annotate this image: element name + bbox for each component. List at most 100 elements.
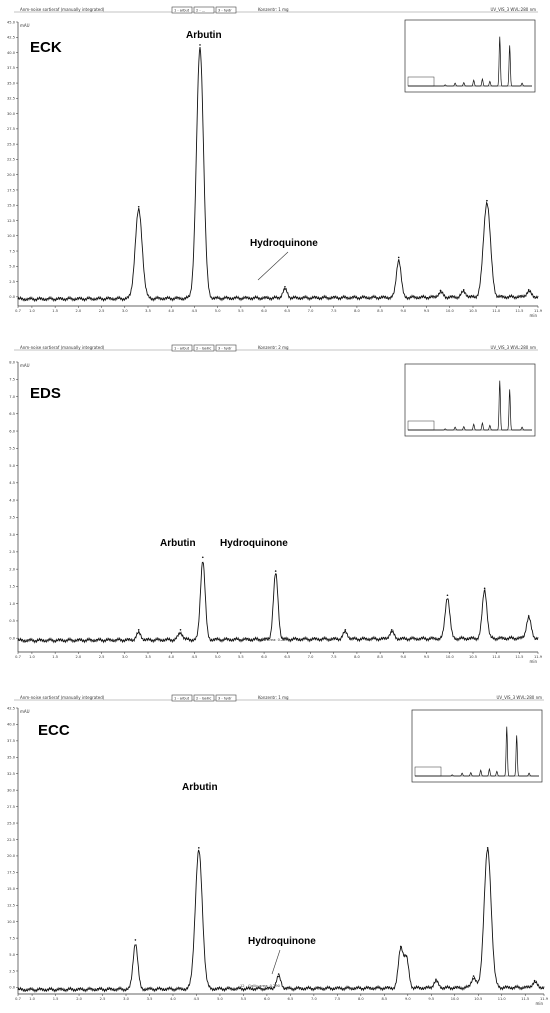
x-tick-label: 3.5 <box>147 997 153 1001</box>
y-tick-label: 5.0 <box>9 464 15 468</box>
header-tab-label: 1 - arbut <box>174 9 190 13</box>
x-tick-label: 3.0 <box>123 997 129 1001</box>
y-tick-label: 17.5 <box>7 871 15 875</box>
x-tick-label: 8.0 <box>354 309 360 313</box>
panel-label: ECK <box>30 39 62 56</box>
y-tick-label: 15.0 <box>7 204 16 208</box>
peak-3-marker <box>277 973 280 975</box>
x-axis-label: min <box>529 313 537 318</box>
x-tick-label: 6.5 <box>284 655 290 659</box>
header-tab-box <box>171 694 193 702</box>
x-tick-label: 11.5 <box>521 997 529 1001</box>
peak-4-marker <box>399 945 402 948</box>
y-tick-label: 1.0 <box>9 602 15 606</box>
y-tick-label: 3.5 <box>9 516 15 520</box>
peak-2-marker <box>198 847 200 849</box>
inset-frame <box>411 709 543 783</box>
header-tab-label: 1 - arbut <box>174 697 190 701</box>
y-tick-label: 2.5 <box>9 969 15 973</box>
x-tick-label: 0.7 <box>15 655 21 659</box>
x-tick-label: 4.0 <box>168 655 174 659</box>
arbutin-label: Arbutin <box>160 538 196 549</box>
y-tick-label: 0.0 <box>9 636 15 640</box>
x-tick-label: 2.5 <box>99 309 105 313</box>
y-tick-label: 4.0 <box>9 498 15 502</box>
y-tick-label: 2.5 <box>9 280 15 284</box>
peak-6-marker <box>435 978 437 981</box>
inset-trace <box>408 380 532 431</box>
inset-frame <box>404 363 536 437</box>
peak-3-marker <box>201 556 204 559</box>
x-tick-label: 6.0 <box>261 309 267 313</box>
y-tick-label: 45.0 <box>7 20 16 24</box>
x-tick-label: 1.5 <box>52 309 58 313</box>
x-tick-label: 8.5 <box>377 655 383 659</box>
x-tick-label: 11.0 <box>492 655 501 659</box>
chromatogram-panel-eck: Anm-noise sortieraf (manually integrated… <box>7 6 543 318</box>
header-tab-label: 3 - hydr <box>218 697 232 701</box>
x-tick-label: 6.0 <box>261 655 267 659</box>
panel-label: ECC <box>38 722 70 739</box>
x-tick-label: 3.5 <box>145 309 151 313</box>
hydroquinone-label: Hydroquinone <box>220 538 288 549</box>
y-tick-label: 30.0 <box>7 788 16 792</box>
y-tick-label: 35.0 <box>7 81 16 85</box>
peak-6-marker <box>390 628 393 631</box>
peak-1-marker <box>134 939 137 941</box>
x-tick-label: 7.0 <box>311 997 317 1001</box>
hydroquinone-label: Hydroquinone <box>250 238 318 249</box>
x-tick-label: 6.5 <box>288 997 294 1001</box>
peak-2-marker <box>179 628 182 631</box>
y-tick-label: 17.5 <box>7 188 15 192</box>
x-tick-label: 3.5 <box>145 655 151 659</box>
y-tick-label: 27.5 <box>7 127 15 131</box>
peak-7-marker <box>446 594 449 597</box>
annotation-leader-line <box>271 949 281 975</box>
header-text: Anm-noise sortieraf (manually integrated… <box>20 7 105 12</box>
x-tick-label: 11.9 <box>534 655 543 659</box>
header-mid-text: Konzentr: 1 mg <box>258 695 289 700</box>
y-tick-label: 2.0 <box>9 567 15 571</box>
x-tick-label: 1.5 <box>52 655 58 659</box>
arbutin-label: Arbutin <box>182 782 218 793</box>
header-tab-label: 2 - Gallic <box>196 347 211 351</box>
y-tick-label: 5.0 <box>9 265 15 269</box>
x-tick-label: 3.0 <box>122 655 128 659</box>
y-tick-label: 32.5 <box>7 97 15 101</box>
y-tick-label: 7.5 <box>9 249 15 253</box>
x-tick-label: 11.0 <box>498 997 507 1001</box>
x-tick-label: 3.0 <box>122 309 128 313</box>
x-tick-label: 4.0 <box>170 997 176 1001</box>
x-tick-label: 10.0 <box>451 997 460 1001</box>
header-tab-box <box>215 694 237 702</box>
x-tick-label: 1.0 <box>29 997 35 1001</box>
peak-1-marker <box>137 628 140 631</box>
x-tick-label: 1.0 <box>29 655 35 659</box>
chromatogram-panel-ecc: Anm-noise sortieraf (manually integrated… <box>7 694 549 1006</box>
y-tick-label: 42.5 <box>7 36 15 40</box>
peak-9-marker <box>527 615 530 617</box>
x-tick-label: 0.7 <box>15 997 21 1001</box>
peak-6-marker <box>462 289 465 291</box>
y-axis-label: mAU <box>20 709 30 714</box>
peak-2-marker <box>199 44 201 46</box>
header-mid-text: Konzentr: 2 mg <box>258 345 289 350</box>
x-tick-label: 5.5 <box>241 997 247 1001</box>
peak-area-label: 12 - Gallic area: 0.290 <box>240 984 281 988</box>
y-axis-label: mAU <box>20 23 30 28</box>
x-tick-label: 8.5 <box>381 997 387 1001</box>
y-tick-label: 1.5 <box>9 585 15 589</box>
x-tick-label: 1.0 <box>29 309 35 313</box>
x-tick-label: 11.0 <box>492 309 501 313</box>
header-tab-label: 2 - ... <box>196 9 205 13</box>
x-tick-label: 5.0 <box>215 655 221 659</box>
inset-frame <box>404 19 536 93</box>
y-tick-label: 0.0 <box>9 295 15 299</box>
x-tick-label: 2.5 <box>100 997 106 1001</box>
arbutin-label: Arbutin <box>186 30 222 41</box>
chromatogram-panel-eds: Anm-noise sortieraf (manually integrated… <box>9 344 543 664</box>
panel-label: EDS <box>30 385 61 402</box>
y-tick-label: 25.0 <box>7 142 16 146</box>
header-tab-label: 3 - hydr <box>218 347 232 351</box>
